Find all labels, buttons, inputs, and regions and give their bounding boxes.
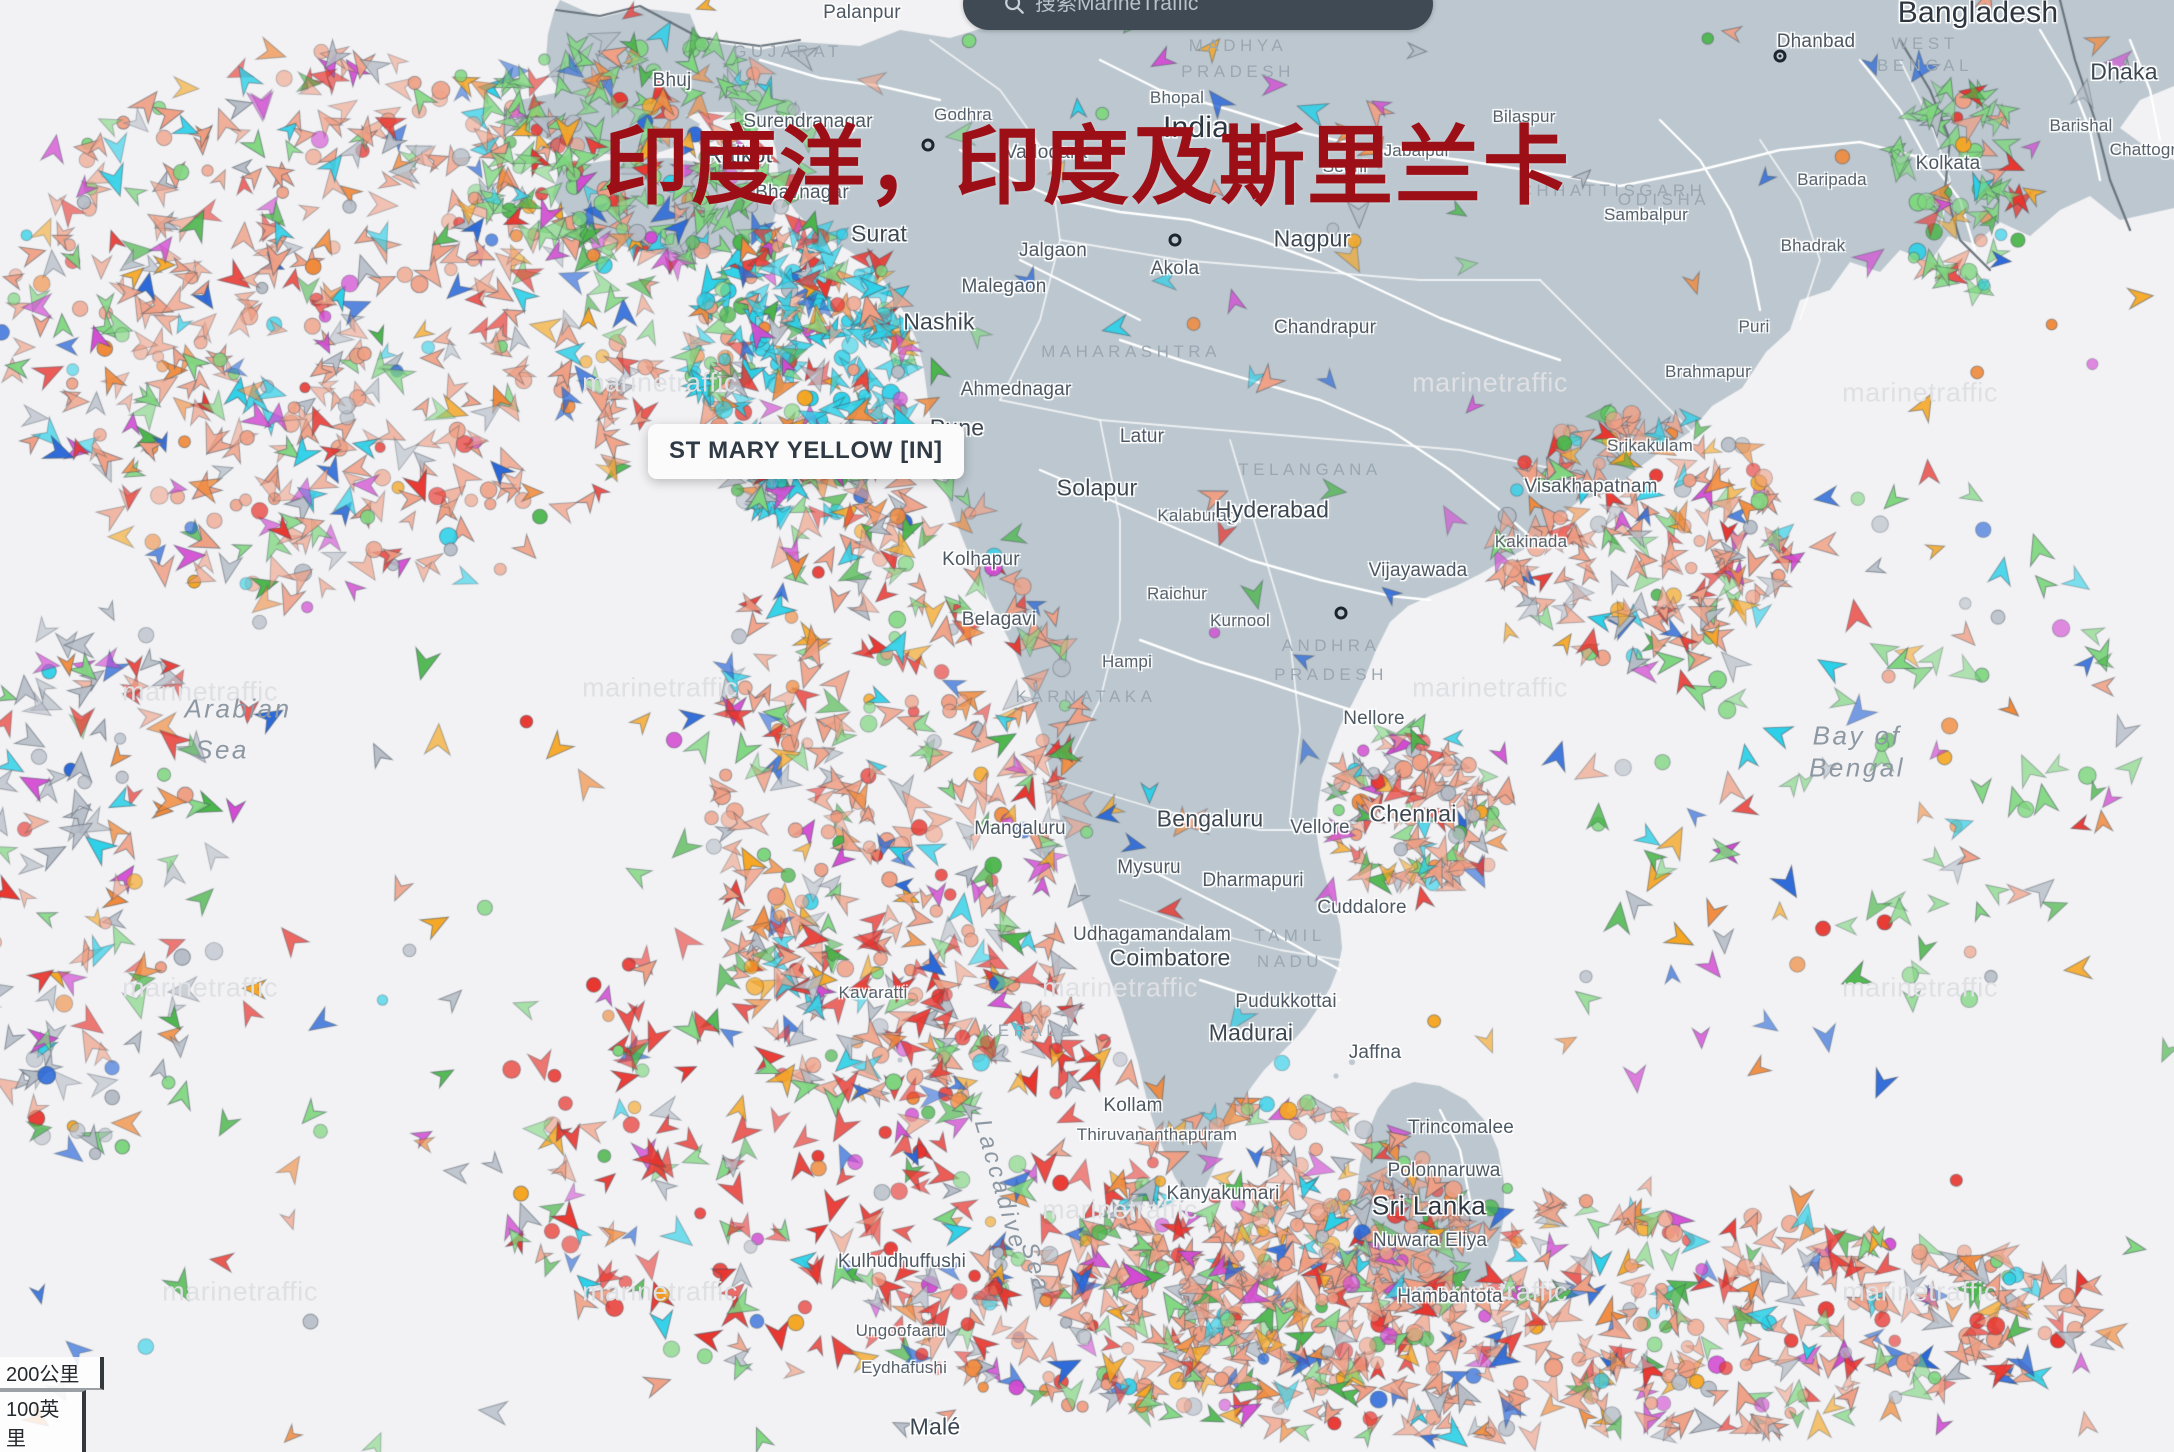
vessel-tooltip-name: ST MARY YELLOW [IN] xyxy=(669,437,943,464)
scale-bar: 200公里 100英里 xyxy=(0,1357,104,1452)
scale-bar-imperial: 100英里 xyxy=(0,1390,86,1452)
overlay-title: 印度洋，印度及斯里兰卡 xyxy=(603,117,1571,217)
vessel-tooltip[interactable]: ST MARY YELLOW [IN] xyxy=(648,424,964,479)
search-icon xyxy=(1003,0,1025,15)
search-bar[interactable] xyxy=(963,0,1433,30)
search-input[interactable] xyxy=(1035,0,1433,16)
scale-bar-metric: 200公里 xyxy=(0,1357,104,1390)
